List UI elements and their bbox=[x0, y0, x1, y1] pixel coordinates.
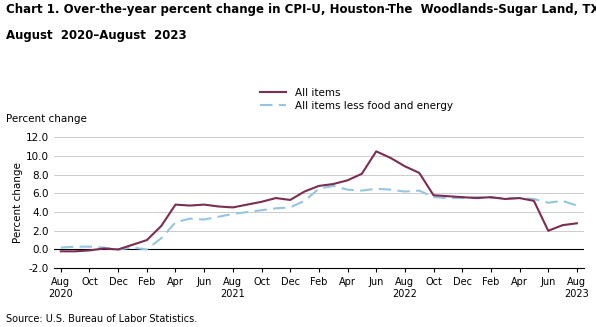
All items less food and energy bbox=[215, 215, 222, 219]
All items less food and energy bbox=[187, 217, 194, 221]
All items less food and energy bbox=[172, 220, 179, 224]
All items less food and energy bbox=[143, 248, 150, 251]
All items bbox=[488, 195, 495, 199]
All items bbox=[57, 250, 64, 253]
All items less food and energy bbox=[100, 246, 107, 250]
All items less food and energy bbox=[57, 246, 64, 250]
All items bbox=[244, 203, 251, 207]
All items less food and energy bbox=[244, 210, 251, 214]
All items less food and energy bbox=[358, 189, 365, 193]
All items bbox=[187, 204, 194, 208]
Line: All items less food and energy: All items less food and energy bbox=[61, 186, 577, 250]
All items less food and energy bbox=[502, 196, 509, 200]
All items less food and energy bbox=[201, 217, 208, 221]
All items bbox=[229, 205, 237, 209]
All items bbox=[129, 243, 136, 247]
All items less food and energy bbox=[129, 246, 136, 250]
All items bbox=[387, 156, 394, 160]
All items bbox=[258, 200, 265, 204]
All items bbox=[530, 199, 538, 203]
All items less food and energy bbox=[545, 201, 552, 205]
All items bbox=[372, 149, 380, 153]
All items bbox=[272, 196, 280, 200]
All items less food and energy bbox=[459, 196, 466, 200]
All items less food and energy bbox=[344, 188, 351, 192]
All items bbox=[72, 250, 79, 253]
All items bbox=[573, 221, 581, 225]
All items less food and energy bbox=[401, 190, 408, 194]
All items bbox=[415, 171, 423, 175]
All items bbox=[215, 204, 222, 208]
All items less food and energy bbox=[287, 205, 294, 209]
All items bbox=[559, 223, 566, 227]
All items bbox=[86, 249, 93, 252]
All items bbox=[201, 203, 208, 207]
All items less food and energy bbox=[473, 195, 480, 199]
All items bbox=[444, 194, 451, 198]
All items bbox=[301, 190, 308, 194]
All items bbox=[143, 238, 150, 242]
All items bbox=[344, 178, 351, 182]
All items less food and energy bbox=[72, 245, 79, 249]
Line: All items: All items bbox=[61, 151, 577, 251]
All items bbox=[473, 196, 480, 200]
All items less food and energy bbox=[516, 196, 523, 200]
All items less food and energy bbox=[272, 206, 280, 210]
All items bbox=[114, 248, 122, 251]
All items less food and energy bbox=[573, 204, 581, 208]
All items bbox=[430, 193, 437, 197]
All items bbox=[459, 195, 466, 199]
Text: August  2020–August  2023: August 2020–August 2023 bbox=[6, 29, 187, 43]
All items bbox=[157, 224, 164, 228]
All items less food and energy bbox=[488, 196, 495, 200]
All items bbox=[516, 196, 523, 200]
All items bbox=[545, 229, 552, 233]
Text: Chart 1. Over-the-year percent change in CPI-U, Houston-The  Woodlands-Sugar Lan: Chart 1. Over-the-year percent change in… bbox=[6, 3, 596, 16]
All items bbox=[502, 197, 509, 201]
All items bbox=[172, 203, 179, 207]
All items less food and energy bbox=[530, 197, 538, 201]
Y-axis label: Percent change: Percent change bbox=[13, 162, 23, 243]
Text: Percent change: Percent change bbox=[6, 114, 87, 124]
All items less food and energy bbox=[415, 189, 423, 193]
All items bbox=[358, 172, 365, 176]
All items bbox=[315, 184, 322, 188]
All items less food and energy bbox=[315, 187, 322, 191]
All items less food and energy bbox=[559, 199, 566, 203]
All items less food and energy bbox=[330, 184, 337, 188]
All items less food and energy bbox=[86, 245, 93, 249]
All items less food and energy bbox=[372, 187, 380, 191]
All items less food and energy bbox=[430, 195, 437, 199]
All items less food and energy bbox=[229, 212, 237, 216]
Legend: All items, All items less food and energy: All items, All items less food and energ… bbox=[260, 88, 453, 111]
All items bbox=[287, 198, 294, 202]
Text: Source: U.S. Bureau of Labor Statistics.: Source: U.S. Bureau of Labor Statistics. bbox=[6, 314, 197, 324]
All items less food and energy bbox=[444, 196, 451, 200]
All items less food and energy bbox=[114, 248, 122, 251]
All items bbox=[401, 164, 408, 168]
All items less food and energy bbox=[387, 188, 394, 192]
All items bbox=[330, 182, 337, 186]
All items less food and energy bbox=[258, 208, 265, 212]
All items bbox=[100, 247, 107, 250]
All items less food and energy bbox=[301, 199, 308, 203]
All items less food and energy bbox=[157, 236, 164, 240]
